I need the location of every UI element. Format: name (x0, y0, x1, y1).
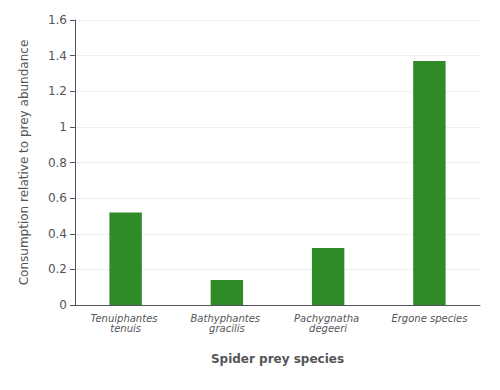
svg-text:1.2: 1.2 (48, 84, 67, 98)
svg-text:1: 1 (59, 120, 67, 134)
svg-text:1.4: 1.4 (48, 49, 67, 63)
svg-text:degeeri: degeeri (309, 323, 347, 334)
svg-text:Pachygnatha: Pachygnatha (294, 312, 363, 324)
svg-text:Ergone species: Ergone species (391, 313, 467, 324)
svg-text:Spider prey species: Spider prey species (211, 352, 344, 366)
svg-text:0.2: 0.2 (48, 262, 67, 276)
svg-text:Bathyphantes: Bathyphantes (190, 312, 264, 324)
svg-text:0.6: 0.6 (48, 191, 67, 205)
svg-text:0: 0 (59, 298, 67, 312)
svg-text:0.4: 0.4 (48, 227, 67, 241)
svg-text:0.8: 0.8 (48, 156, 67, 170)
svg-text:Tenuiphantes: Tenuiphantes (90, 312, 161, 324)
svg-text:1.6: 1.6 (48, 13, 67, 27)
svg-text:tenuis: tenuis (110, 323, 141, 334)
svg-text:gracilis: gracilis (209, 323, 245, 334)
svg-text:Consumption relative to prey a: Consumption relative to prey abundance (17, 40, 31, 286)
